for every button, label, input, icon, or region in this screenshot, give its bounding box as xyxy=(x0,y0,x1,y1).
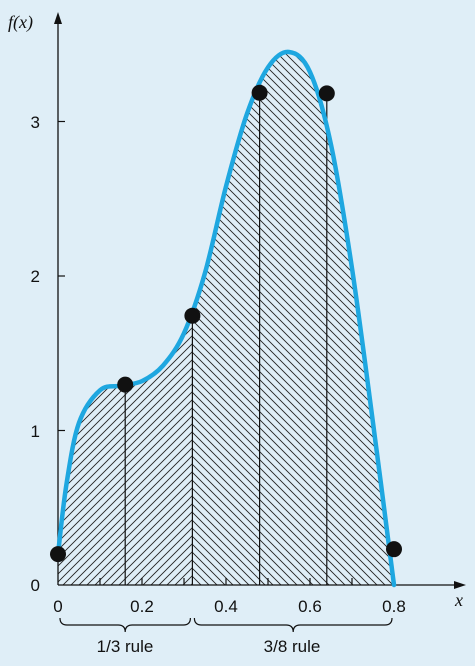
y-tick-labels: 0 1 2 3 xyxy=(31,113,40,595)
data-point xyxy=(184,307,201,324)
x-tick-label: 0.2 xyxy=(130,597,154,616)
y-tick-label: 3 xyxy=(31,113,40,132)
y-axis-label: f(x) xyxy=(8,12,33,33)
x-tick-label: 0.6 xyxy=(298,597,322,616)
tick-marks xyxy=(58,120,395,585)
x-tick-label: 0.4 xyxy=(214,597,238,616)
brace xyxy=(59,617,191,633)
data-point xyxy=(318,85,335,102)
y-axis-arrow xyxy=(54,12,62,24)
segment-dividers xyxy=(124,92,328,585)
x-axis-label: x xyxy=(454,590,463,610)
hatched-areas xyxy=(58,51,394,585)
x-tick-labels: 0 0.2 0.4 0.6 0.8 xyxy=(53,597,406,616)
brace xyxy=(193,617,393,633)
rule-labels: 1/3 rule 3/8 rule xyxy=(97,637,321,656)
three-eighths-area xyxy=(192,51,394,585)
x-tick-label: 0.8 xyxy=(382,597,406,616)
axis-labels: f(x) x xyxy=(8,12,463,610)
three-eighths-rule-label: 3/8 rule xyxy=(264,637,321,656)
y-tick-label: 2 xyxy=(31,267,40,286)
sample-points xyxy=(50,84,402,563)
data-point xyxy=(117,376,134,393)
data-point xyxy=(50,546,66,563)
rule-braces xyxy=(59,617,393,633)
function-curve xyxy=(55,49,397,588)
x-axis-arrow xyxy=(454,581,466,589)
x-tick-label: 0 xyxy=(53,597,62,616)
axes xyxy=(54,12,466,589)
data-point xyxy=(251,84,268,101)
y-tick-label: 1 xyxy=(31,422,40,441)
data-point xyxy=(386,541,402,558)
one-third-rule-label: 1/3 rule xyxy=(97,637,154,656)
y-tick-label: 0 xyxy=(31,576,40,595)
